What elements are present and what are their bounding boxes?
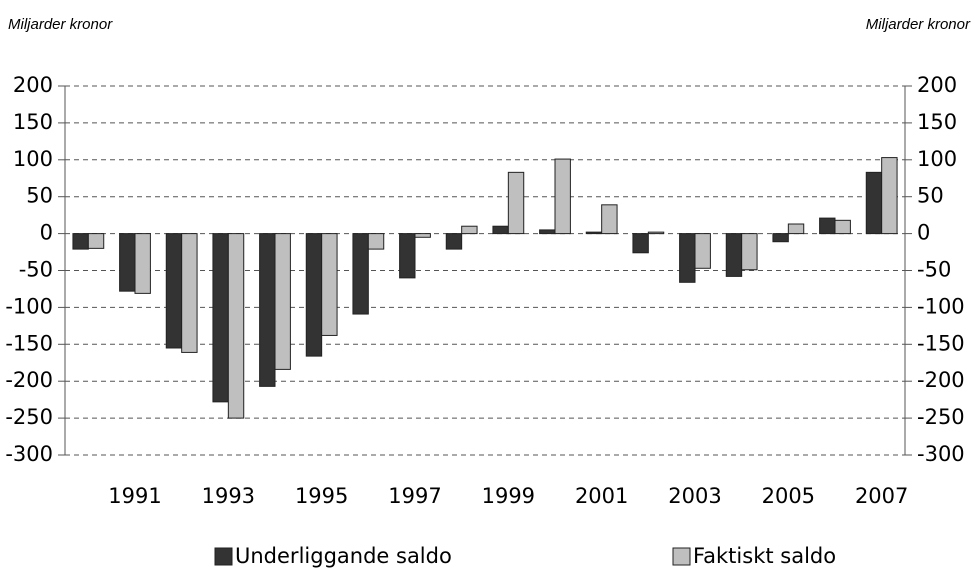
x-tick-label: 1993 xyxy=(202,484,255,508)
y2-tick-label: -150 xyxy=(917,331,965,355)
bar xyxy=(585,231,603,235)
bar xyxy=(539,229,556,235)
y-tick-label: -150 xyxy=(5,331,53,355)
x-tick-label: 2005 xyxy=(762,484,815,508)
bar xyxy=(725,233,743,277)
bar xyxy=(819,217,836,235)
y-tick-label: -300 xyxy=(5,442,53,466)
bar xyxy=(274,233,291,370)
bar xyxy=(772,233,789,243)
legend-label: Faktiskt saldo xyxy=(693,544,836,568)
bar xyxy=(647,231,665,235)
y2-tick-label: -100 xyxy=(917,294,965,318)
bar xyxy=(259,233,276,387)
y2-tick-label: -50 xyxy=(917,258,951,282)
legend-swatch xyxy=(672,547,691,566)
y-axis-label: Miljarder kronor xyxy=(8,16,113,33)
bar xyxy=(367,233,385,250)
y2-tick-label: 100 xyxy=(917,147,957,171)
bar xyxy=(87,233,105,249)
bar xyxy=(554,158,571,235)
bar xyxy=(414,233,431,238)
x-tick-label: 2007 xyxy=(855,484,908,508)
bar xyxy=(881,157,898,235)
bar xyxy=(632,233,649,254)
bar xyxy=(694,233,711,269)
y-tick-label: 150 xyxy=(13,110,53,134)
bar xyxy=(787,223,805,235)
bar xyxy=(305,233,323,357)
x-tick-label: 1999 xyxy=(482,484,535,508)
y-tick-label: -200 xyxy=(5,368,53,392)
y-tick-label: -100 xyxy=(5,294,53,318)
y2-tick-label: 50 xyxy=(917,184,944,208)
legend-label: Underliggande saldo xyxy=(235,544,452,568)
bar xyxy=(741,233,758,271)
bar xyxy=(679,233,696,283)
y-tick-label: 0 xyxy=(40,221,53,245)
y2-tick-label: -200 xyxy=(917,368,965,392)
y2-tick-label: 200 xyxy=(917,73,957,97)
x-tick-label: 2003 xyxy=(668,484,721,508)
bar xyxy=(227,233,245,419)
y2-tick-label: 0 xyxy=(917,221,930,245)
bar xyxy=(181,233,198,353)
x-tick-label: 1997 xyxy=(388,484,441,508)
bar xyxy=(445,233,463,250)
bar xyxy=(834,219,851,235)
y2-tick-label: 150 xyxy=(917,110,957,134)
bar xyxy=(352,233,369,315)
y2-axis-label: Miljarder kronor xyxy=(866,16,971,33)
legend-swatch xyxy=(214,547,233,566)
bar xyxy=(601,204,618,235)
y-tick-label: -250 xyxy=(5,405,53,429)
bar xyxy=(492,225,509,235)
y2-tick-label: -300 xyxy=(917,442,965,466)
y-tick-label: -50 xyxy=(19,258,53,282)
bar xyxy=(72,233,89,250)
bar xyxy=(134,233,151,294)
bar xyxy=(399,233,416,279)
bar xyxy=(212,233,229,403)
x-tick-label: 1991 xyxy=(108,484,161,508)
bar xyxy=(165,233,183,349)
bar xyxy=(865,171,883,235)
x-tick-label: 2001 xyxy=(575,484,628,508)
y-tick-label: 50 xyxy=(26,184,53,208)
y-tick-label: 100 xyxy=(13,147,53,171)
bar xyxy=(461,225,478,235)
y2-tick-label: -250 xyxy=(917,405,965,429)
bar xyxy=(507,171,525,235)
bar xyxy=(119,233,136,292)
y-tick-label: 200 xyxy=(13,73,53,97)
bar xyxy=(321,233,338,336)
x-tick-label: 1995 xyxy=(295,484,348,508)
